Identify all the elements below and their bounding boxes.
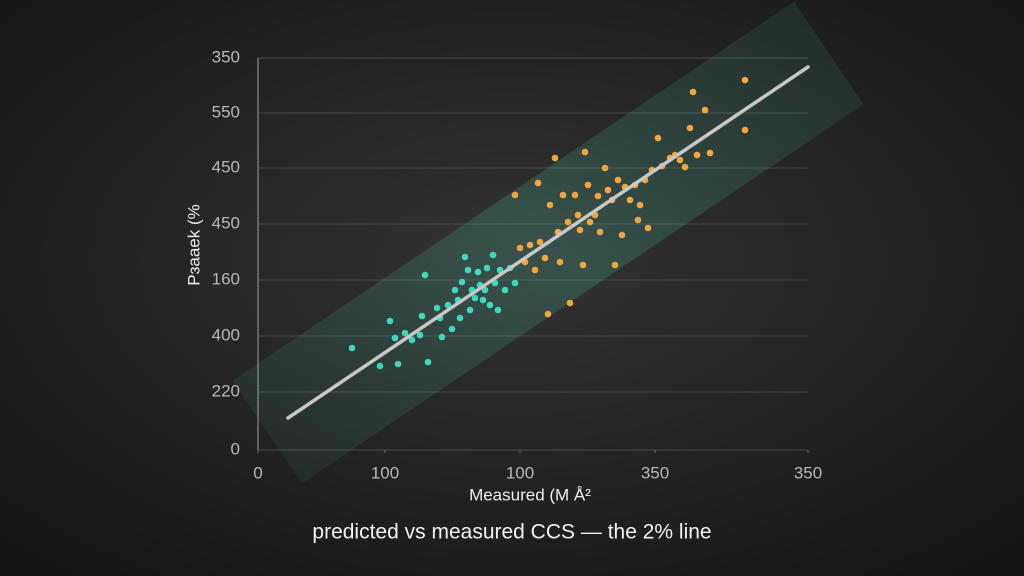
y-tick-label: 550 bbox=[212, 102, 240, 121]
x-axis-label: Measured (M Å² bbox=[469, 485, 591, 504]
point bbox=[466, 306, 474, 314]
y-tick-label: 450 bbox=[212, 213, 240, 232]
point bbox=[386, 317, 394, 325]
y-tick-label: 0 bbox=[231, 439, 240, 458]
y-tick-label: 160 bbox=[212, 269, 240, 288]
y-tick-label: 450 bbox=[212, 157, 240, 176]
point bbox=[348, 344, 356, 352]
point bbox=[644, 224, 652, 232]
point bbox=[604, 186, 612, 194]
point bbox=[544, 310, 552, 318]
point bbox=[556, 258, 564, 266]
point bbox=[526, 241, 534, 249]
point bbox=[511, 279, 519, 287]
point bbox=[416, 331, 424, 339]
point bbox=[421, 271, 429, 279]
point bbox=[433, 304, 441, 312]
y-tick-label: 350 bbox=[212, 47, 240, 66]
x-tick-label: 350 bbox=[641, 463, 669, 482]
point bbox=[456, 314, 464, 322]
y-axis-label: Pɜaaek (% bbox=[184, 204, 203, 286]
point bbox=[448, 325, 456, 333]
point bbox=[596, 228, 604, 236]
point bbox=[534, 179, 542, 187]
point bbox=[654, 134, 662, 142]
point bbox=[676, 156, 684, 164]
point bbox=[541, 254, 549, 262]
point bbox=[706, 149, 714, 157]
point bbox=[531, 266, 539, 274]
point bbox=[594, 192, 602, 200]
point bbox=[451, 286, 459, 294]
point bbox=[618, 231, 626, 239]
x-tick-label: 100 bbox=[506, 463, 534, 482]
point bbox=[601, 164, 609, 172]
point bbox=[418, 312, 426, 320]
point bbox=[536, 238, 544, 246]
y-tick-label: 220 bbox=[212, 381, 240, 400]
point bbox=[489, 251, 497, 259]
point bbox=[408, 336, 416, 344]
point bbox=[494, 306, 502, 314]
point bbox=[586, 218, 594, 226]
point bbox=[424, 358, 432, 366]
point bbox=[566, 299, 574, 307]
point bbox=[611, 261, 619, 269]
point bbox=[741, 126, 749, 134]
x-tick-label: 350 bbox=[794, 463, 822, 482]
point bbox=[444, 301, 452, 309]
point bbox=[574, 211, 582, 219]
x-tick-label: 0 bbox=[253, 463, 262, 482]
point bbox=[391, 334, 399, 342]
point bbox=[579, 261, 587, 269]
point bbox=[481, 286, 489, 294]
point bbox=[571, 191, 579, 199]
point bbox=[486, 301, 494, 309]
point bbox=[394, 360, 402, 368]
point bbox=[471, 294, 479, 302]
point bbox=[614, 176, 622, 184]
point bbox=[681, 163, 689, 171]
point bbox=[501, 286, 509, 294]
point bbox=[576, 226, 584, 234]
point bbox=[376, 362, 384, 370]
point bbox=[559, 191, 567, 199]
point bbox=[461, 253, 469, 261]
point bbox=[634, 216, 642, 224]
point bbox=[401, 329, 409, 337]
point bbox=[516, 244, 524, 252]
point bbox=[496, 266, 504, 274]
x-tick-label: 100 bbox=[371, 463, 399, 482]
point bbox=[693, 151, 701, 159]
point bbox=[636, 201, 644, 209]
point bbox=[546, 201, 554, 209]
point bbox=[483, 264, 491, 272]
chart-title: predicted vs measured CCS — the 2% line bbox=[312, 521, 711, 544]
point bbox=[689, 88, 697, 96]
point bbox=[474, 268, 482, 276]
point bbox=[584, 181, 592, 189]
fit-line bbox=[286, 65, 810, 420]
point bbox=[438, 333, 446, 341]
point bbox=[741, 76, 749, 84]
point bbox=[626, 196, 634, 204]
point bbox=[511, 191, 519, 199]
point bbox=[464, 266, 472, 274]
point bbox=[686, 124, 694, 132]
point bbox=[701, 106, 709, 114]
y-tick-label: 400 bbox=[212, 325, 240, 344]
point bbox=[564, 218, 572, 226]
point bbox=[479, 296, 487, 304]
point bbox=[458, 278, 466, 286]
point bbox=[551, 154, 559, 162]
point bbox=[581, 148, 589, 156]
